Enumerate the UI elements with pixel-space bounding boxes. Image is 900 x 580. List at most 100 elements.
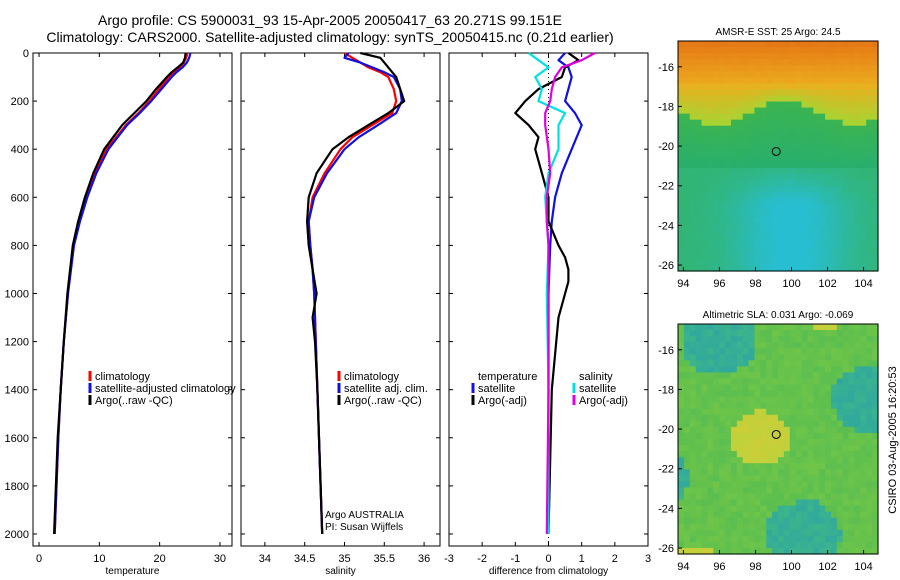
sla_map-cell <box>683 481 691 489</box>
sst_map-cell <box>760 204 767 212</box>
sst_map-cell <box>866 71 873 78</box>
sst_map-cell <box>783 162 791 169</box>
sla_map-cell <box>836 372 844 380</box>
sla_map-cell <box>760 469 767 476</box>
sst_map-cell <box>825 162 832 169</box>
sla_map-cell <box>730 402 738 410</box>
sst_map-cell <box>772 228 779 236</box>
sst_map-cell <box>736 198 744 206</box>
sla_map-cell <box>736 402 744 410</box>
sst_map-cell <box>719 216 726 224</box>
temperature-legend-label: Argo(..raw -QC) <box>95 395 173 407</box>
sst_map-cell <box>836 228 844 236</box>
sst_map-cell <box>695 47 703 54</box>
sla_map-cell <box>795 384 803 392</box>
sla_map-cell <box>742 324 750 331</box>
sst_map-cell <box>783 107 791 115</box>
temperature-frame <box>32 52 233 547</box>
sla_map-cell <box>766 493 773 501</box>
sla_map-cell <box>825 535 832 543</box>
sla_map-cell <box>836 348 844 355</box>
sla_map-cell <box>848 493 856 501</box>
sla_map-cell <box>736 426 744 434</box>
sst_map-cell <box>760 119 767 127</box>
sst_map-cell <box>778 186 785 193</box>
sst_map-cell <box>760 143 767 151</box>
sst_map-cell <box>842 228 850 236</box>
sla_map-cell <box>807 390 814 398</box>
sst_map-cell <box>778 258 785 266</box>
sst_map-cell <box>783 77 791 84</box>
sla_map-cell <box>830 390 838 398</box>
sla_map-cell <box>813 475 820 482</box>
sla_map-cell <box>836 535 844 543</box>
sla_map-cell <box>701 469 709 476</box>
sst_map-cell <box>830 89 838 97</box>
sst_map-cell <box>789 65 797 72</box>
sst_map-cell <box>725 264 732 272</box>
sst_map-cell <box>766 101 773 109</box>
sst_map-cell <box>842 137 850 145</box>
sla_map-xtick-label: 94 <box>677 561 689 573</box>
sst_map-cell <box>725 131 732 139</box>
sst_map-cell <box>848 77 856 84</box>
sst_map-cell <box>736 252 744 260</box>
sla_map-cell <box>778 372 785 380</box>
sla_map-cell <box>854 505 861 513</box>
sst_map-cell <box>854 186 861 193</box>
sst_map-cell <box>854 143 861 151</box>
sst_map-cell <box>830 137 838 145</box>
sla_map-cell <box>866 426 873 434</box>
sst_map-cell <box>695 204 703 212</box>
sst_map-cell <box>689 186 697 193</box>
sla_map-cell <box>748 463 756 470</box>
sst_map-cell <box>778 228 785 236</box>
sst_map-cell <box>836 83 844 91</box>
sla_map-cell <box>736 348 744 355</box>
sla_map-cell <box>807 432 814 440</box>
sla_map-cell <box>730 372 738 380</box>
sst_map-cell <box>760 156 767 163</box>
sla_map-cell <box>813 324 820 331</box>
sla_map-cell <box>736 487 744 495</box>
sla_map-cell <box>754 511 761 519</box>
sst_map-cell <box>795 95 803 103</box>
sla_map-cell <box>778 420 785 428</box>
sst_map-cell <box>830 119 838 127</box>
sst_map-cell <box>695 137 703 145</box>
sst_map-cell <box>789 258 797 266</box>
sst_map-cell <box>801 156 809 163</box>
sla_map-cell <box>866 469 873 476</box>
sst_map-cell <box>689 246 697 254</box>
sla_map-cell <box>813 499 820 507</box>
sla_map-cell <box>860 541 867 549</box>
sst_map-cell <box>801 77 809 84</box>
sla_map-cell <box>789 396 797 404</box>
sla_map-cell <box>719 523 726 531</box>
sst_map-cell <box>730 137 738 145</box>
sla_map-cell <box>836 541 844 549</box>
sst_map-cell <box>725 204 732 212</box>
sla_map-cell <box>748 529 756 537</box>
sst_map-cell <box>854 101 861 109</box>
sla_map-cell <box>830 457 838 464</box>
sst_map-cell <box>783 83 791 91</box>
sla_map-cell <box>742 469 750 476</box>
sst_map-cell <box>866 186 873 193</box>
sla_map-cell <box>872 511 879 519</box>
sla_map-cell <box>713 432 720 440</box>
sst_map-cell <box>848 168 856 175</box>
sla_map-cell <box>730 336 738 343</box>
sla_map-cell <box>778 336 785 343</box>
sla_map-cell <box>807 505 814 513</box>
sst_map-cell <box>854 198 861 206</box>
sst_map-cell <box>854 47 861 54</box>
sst_map-cell <box>701 246 709 254</box>
sst_map-cell <box>766 125 773 133</box>
sla_map-cell <box>842 547 850 555</box>
sst_map-cell <box>813 252 820 260</box>
sst_map-cell <box>854 168 861 175</box>
sst_map-cell <box>742 143 750 151</box>
sst_map-cell <box>819 252 826 260</box>
sla_map-cell <box>772 408 779 416</box>
